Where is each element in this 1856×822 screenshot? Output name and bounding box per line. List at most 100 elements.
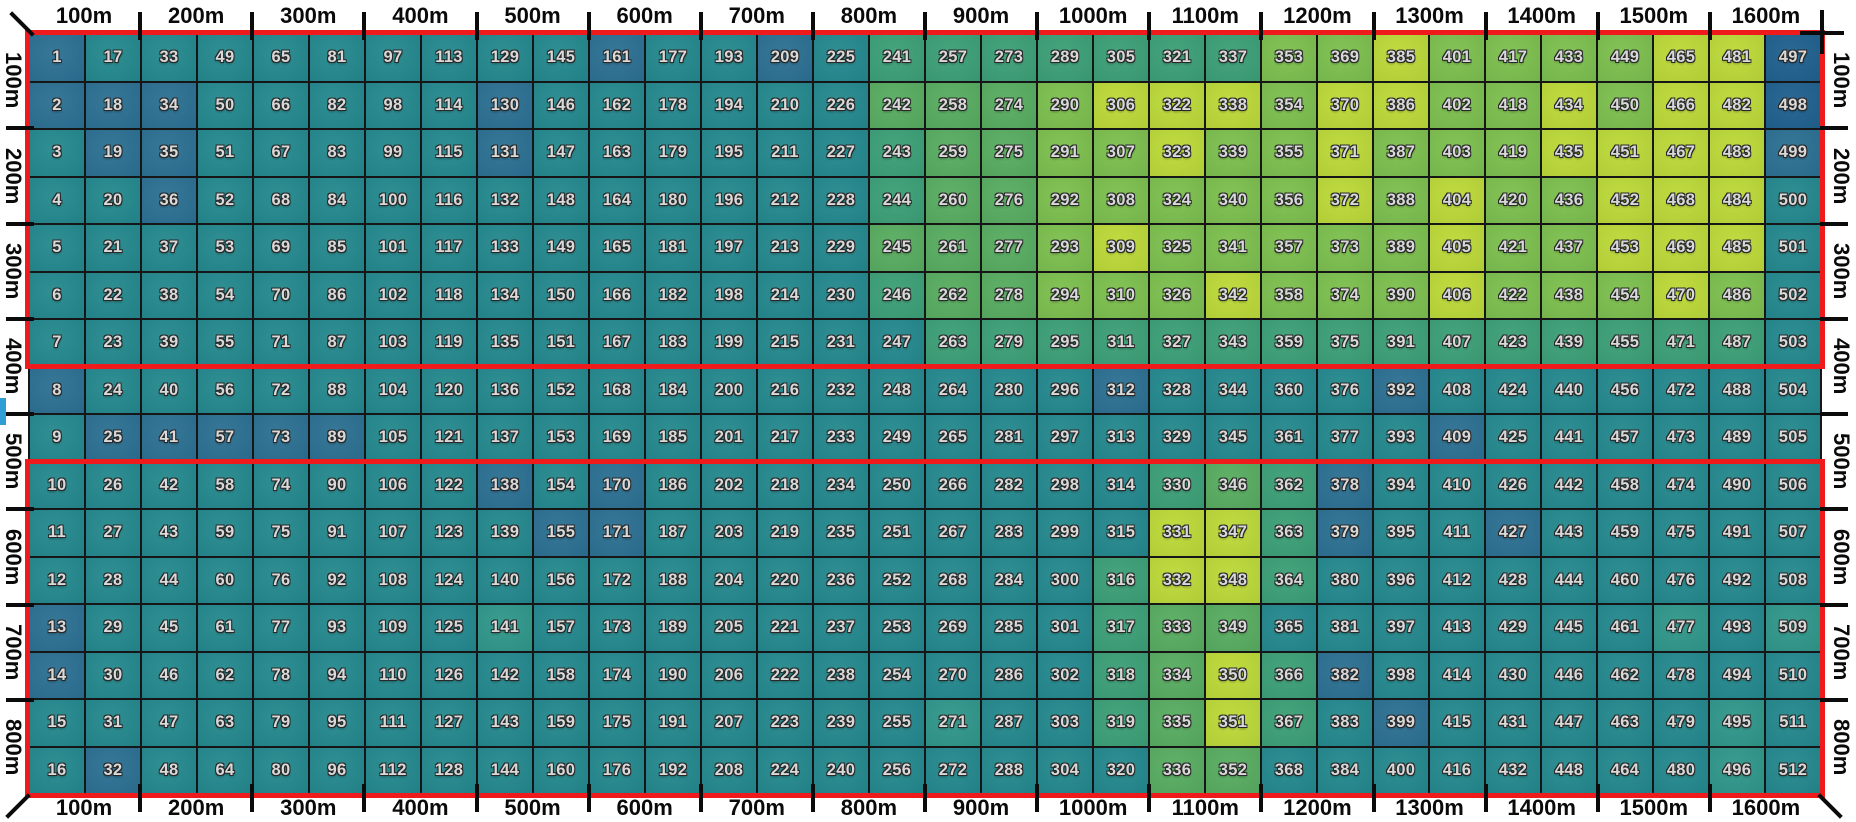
grid-cell: 223 — [758, 700, 812, 746]
cell-number: 331 — [1162, 523, 1192, 542]
cell-number: 470 — [1666, 285, 1696, 304]
cell-number: 154 — [546, 475, 576, 494]
cell-number: 509 — [1778, 618, 1808, 637]
cell-number: 12 — [47, 570, 67, 589]
grid-cell: 498 — [1766, 82, 1820, 128]
cell-number: 279 — [994, 333, 1024, 352]
grid-cell: 252 — [870, 557, 924, 603]
cell-number: 417 — [1498, 48, 1528, 67]
cell-number: 404 — [1442, 190, 1472, 209]
grid-cell: 250 — [870, 462, 924, 508]
cell-number: 151 — [546, 333, 576, 352]
grid-cell: 27 — [86, 510, 140, 556]
grid-cell: 499 — [1766, 130, 1820, 176]
grid-cell: 117 — [422, 225, 476, 271]
grid-cell: 434 — [1542, 82, 1596, 128]
axis-tick-label: 300m — [1829, 242, 1854, 300]
cell-number: 511 — [1779, 713, 1807, 732]
axis-tick-label: 1500m — [1619, 3, 1689, 28]
cell-number: 77 — [271, 618, 291, 637]
cell-number: 465 — [1666, 48, 1696, 67]
cell-number: 468 — [1666, 190, 1696, 209]
grid-cell: 137 — [478, 415, 532, 461]
cell-number: 324 — [1162, 190, 1192, 209]
cell-number: 368 — [1274, 760, 1304, 779]
cell-number: 409 — [1442, 428, 1472, 447]
grid-cell: 245 — [870, 225, 924, 271]
axis-tick — [1483, 12, 1488, 40]
axis-tick — [250, 12, 255, 40]
grid-cell: 346 — [1206, 462, 1260, 508]
cell-number: 65 — [271, 48, 291, 67]
grid-cell: 477 — [1654, 605, 1708, 651]
grid-cell: 326 — [1150, 272, 1204, 318]
grid-cell: 299 — [1038, 510, 1092, 556]
grid-cell: 197 — [702, 225, 756, 271]
cell-number: 346 — [1218, 475, 1248, 494]
cell-number: 454 — [1610, 285, 1640, 304]
grid-cell: 214 — [758, 272, 812, 318]
grid-cell: 454 — [1598, 272, 1652, 318]
cell-number: 381 — [1330, 618, 1360, 637]
grid-cell: 372 — [1318, 177, 1372, 223]
cell-number: 182 — [658, 285, 688, 304]
cell-number: 150 — [546, 285, 576, 304]
cell-number: 460 — [1610, 570, 1640, 589]
grid-cell: 287 — [982, 700, 1036, 746]
cell-number: 144 — [490, 760, 520, 779]
grid-cell: 442 — [1542, 462, 1596, 508]
cell-number: 11 — [47, 523, 67, 542]
cell-number: 4 — [52, 190, 62, 209]
grid-cell: 327 — [1150, 320, 1204, 366]
cell-number: 507 — [1778, 523, 1808, 542]
grid-cell: 91 — [310, 510, 364, 556]
cell-number: 197 — [714, 238, 744, 257]
cell-number: 177 — [658, 48, 688, 67]
cell-number: 288 — [994, 760, 1024, 779]
axis-tick-label: 700m — [728, 3, 785, 28]
axis-tick-label: 1500m — [1619, 795, 1689, 820]
cell-number: 250 — [882, 475, 912, 494]
grid-cell: 469 — [1654, 225, 1708, 271]
cell-number: 295 — [1050, 333, 1080, 352]
grid-cell: 76 — [254, 557, 308, 603]
cell-number: 402 — [1442, 95, 1472, 114]
axis-tick — [1820, 221, 1848, 226]
cell-number: 229 — [826, 238, 856, 257]
cell-number: 505 — [1778, 428, 1808, 447]
axis-tick-label: 1000m — [1058, 3, 1128, 28]
axis-tick-label: 600m — [616, 795, 673, 820]
cell-number: 299 — [1050, 523, 1080, 542]
grid-cell: 118 — [422, 272, 476, 318]
grid-cell: 142 — [478, 652, 532, 698]
grid-cell: 487 — [1710, 320, 1764, 366]
grid-cell: 44 — [142, 557, 196, 603]
cell-number: 489 — [1722, 428, 1752, 447]
axis-tick — [923, 784, 927, 812]
cell-number: 82 — [327, 95, 347, 114]
grid-cell: 29 — [86, 605, 140, 651]
cell-number: 484 — [1722, 190, 1752, 209]
cell-number: 329 — [1162, 428, 1192, 447]
cell-number: 242 — [882, 95, 912, 114]
grid-cell: 180 — [646, 177, 700, 223]
cell-number: 345 — [1218, 428, 1248, 447]
grid-cell: 173 — [590, 605, 644, 651]
cell-number: 208 — [714, 760, 744, 779]
grid-cell: 398 — [1374, 652, 1428, 698]
axis-tick — [1820, 412, 1848, 416]
grid-cell: 40 — [142, 367, 196, 413]
grid-cell: 43 — [142, 510, 196, 556]
grid-cell: 313 — [1094, 415, 1148, 461]
cell-number: 423 — [1498, 333, 1528, 352]
grid-cell: 22 — [86, 272, 140, 318]
cell-number: 323 — [1162, 143, 1192, 162]
grid-cell: 478 — [1654, 652, 1708, 698]
grid-cell: 411 — [1430, 510, 1484, 556]
cell-number: 260 — [938, 190, 968, 209]
grid-cell: 355 — [1262, 130, 1316, 176]
cell-number: 278 — [994, 285, 1024, 304]
cell-number: 418 — [1498, 95, 1528, 114]
cell-number: 196 — [714, 190, 744, 209]
axis-tick-label: 300m — [280, 795, 337, 820]
